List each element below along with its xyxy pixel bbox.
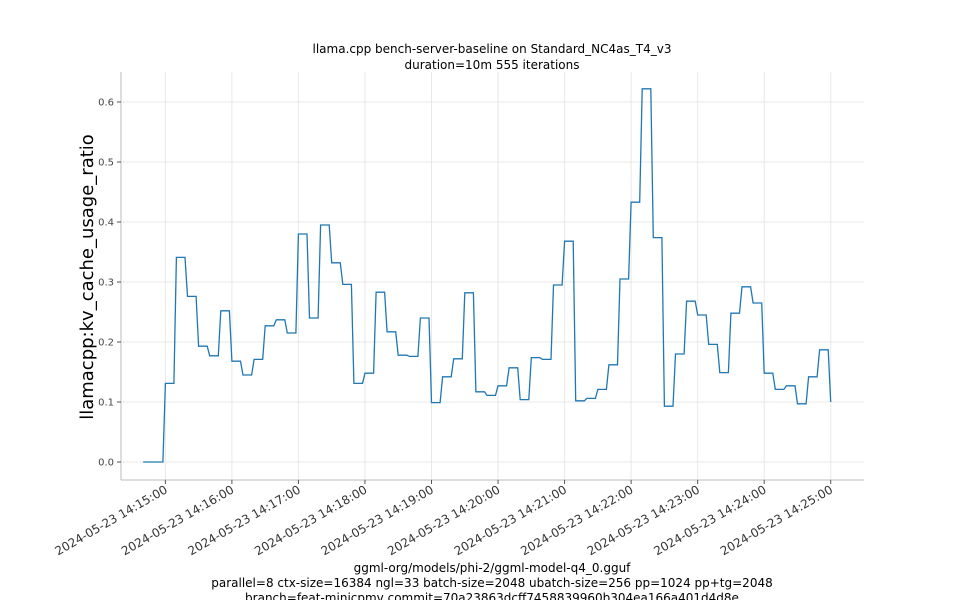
x-tick-label: 2024-05-23 14:17:00 [186, 482, 303, 558]
x-axis-label-line-3: branch=feat-minicpmv commit=70a23863dcff… [245, 591, 739, 600]
x-tick-label: 2024-05-23 14:22:00 [518, 482, 635, 558]
x-axis-label-line-1: ggml-org/models/phi-2/ggml-model-q4_0.gg… [354, 561, 632, 575]
x-tick-label: 2024-05-23 14:23:00 [585, 482, 702, 558]
x-tick-label: 2024-05-23 14:19:00 [319, 482, 436, 558]
y-axis-label: llamacpp:kv_cache_usage_ratio [77, 134, 98, 420]
y-tick-label: 0.2 [98, 338, 114, 349]
grid [121, 72, 864, 480]
x-tick-label: 2024-05-23 14:21:00 [452, 482, 569, 558]
x-axis-label-line-2: parallel=8 ctx-size=16384 ngl=33 batch-s… [211, 576, 772, 590]
y-tick-label: 0.4 [98, 218, 114, 229]
x-tick-label: 2024-05-23 14:25:00 [718, 482, 835, 558]
y-tick-label: 0.1 [98, 398, 114, 409]
x-tick-label: 2024-05-23 14:24:00 [651, 482, 768, 558]
y-tick-label: 0.6 [98, 98, 114, 109]
y-tick-label: 0.3 [98, 278, 114, 289]
y-tick-label: 0.0 [98, 458, 114, 469]
x-tick-label: 2024-05-23 14:18:00 [252, 482, 369, 558]
chart-subtitle: duration=10m 555 iterations [405, 58, 580, 72]
series-line [143, 88, 832, 463]
x-tick-label: 2024-05-23 14:16:00 [119, 482, 236, 558]
x-tick-label: 2024-05-23 14:20:00 [385, 482, 502, 558]
x-tick-label: 2024-05-23 14:15:00 [52, 482, 169, 558]
axes [120, 72, 864, 481]
y-tick-label: 0.5 [98, 158, 114, 169]
y-ticks: 0.0 0.1 0.2 0.3 0.4 0.5 0.6 [98, 98, 121, 469]
chart-title: llama.cpp bench-server-baseline on Stand… [313, 42, 672, 56]
